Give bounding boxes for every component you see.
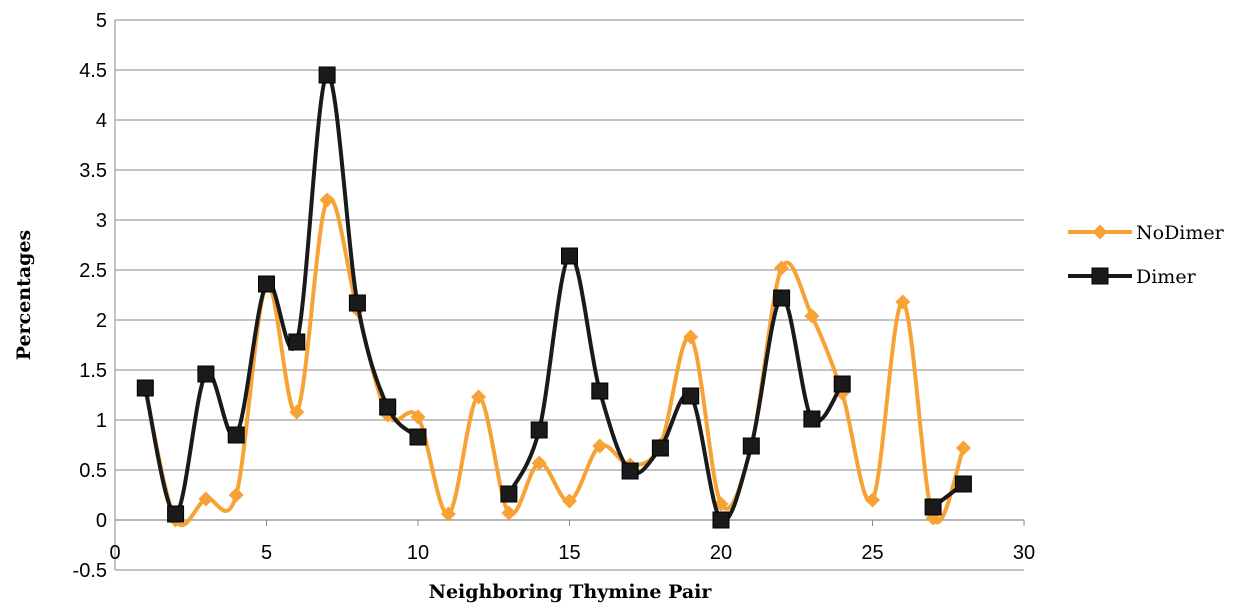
data-point-nodimer [531,455,547,471]
x-tick-label: 25 [861,542,883,564]
data-point-dimer [954,475,972,493]
data-point-dimer [773,289,791,307]
data-point-dimer [258,275,275,293]
data-point-nodimer [228,487,244,503]
data-point-dimer [712,511,730,529]
data-point-nodimer [410,409,426,425]
y-tick-label: 1.5 [79,360,107,382]
data-point-dimer [924,498,942,516]
series-group [136,66,972,529]
data-point-dimer [318,66,336,84]
gridlines [115,19,1024,571]
data-point-nodimer [804,308,820,324]
data-point-nodimer [198,491,214,507]
data-point-dimer [530,421,548,439]
data-point-dimer [621,462,639,480]
legend-item-dimer: Dimer [1068,266,1197,288]
y-axis-title: Percentages [13,230,35,361]
data-point-dimer [379,398,397,416]
series-nodimer [137,192,971,528]
data-point-nodimer [471,389,487,405]
x-tick-label: 30 [1013,542,1035,564]
legend-label-dimer: Dimer [1136,266,1197,288]
data-point-dimer [136,379,154,397]
data-point-dimer [500,485,518,503]
data-point-dimer [742,437,760,455]
data-point-dimer [803,410,821,428]
legend-label-nodimer: NoDimer [1136,222,1225,244]
y-tick-label: 0 [96,510,107,532]
data-point-dimer [288,333,306,351]
x-tick-label: 10 [407,542,429,564]
y-tick-label: -0.5 [73,560,107,582]
data-point-dimer [227,426,245,444]
data-point-nodimer [895,294,911,310]
y-tick-labels: -0.5 0 0.5 1 1.5 2 2.5 3 3.5 4 4.5 5 [73,10,107,582]
y-tick-label: 3.5 [79,160,107,182]
legend-item-nodimer: NoDimer [1068,222,1225,244]
y-tick-label: 5 [96,10,107,32]
data-point-nodimer [289,404,305,420]
legend: NoDimer Dimer [1068,222,1225,288]
y-tick-label: 1 [96,410,107,432]
data-point-dimer [833,375,851,393]
y-tick-label: 2.5 [79,260,107,282]
x-tick-label: 20 [710,542,732,564]
data-point-nodimer [955,440,971,456]
data-point-nodimer [592,438,608,454]
data-point-dimer [651,439,669,457]
x-tick-label: 15 [558,542,580,564]
x-tick-label: 5 [261,542,272,564]
y-tick-label: 2 [96,310,107,332]
data-point-nodimer [501,505,517,521]
axes [114,20,1025,570]
series-dimer [136,66,972,529]
data-point-dimer [682,387,700,405]
x-tick-labels: 0 5 10 15 20 25 30 [109,542,1035,564]
data-point-nodimer [562,493,577,509]
data-point-dimer [591,382,609,400]
y-tick-label: 3 [96,210,107,232]
legend-marker-dimer [1091,267,1109,285]
data-point-nodimer [774,260,790,276]
y-tick-label: 4.5 [79,60,107,82]
data-point-dimer [197,365,215,383]
y-tick-label: 0.5 [79,460,107,482]
legend-marker-nodimer [1092,224,1108,240]
data-point-dimer [167,505,185,523]
series-line-dimer [143,72,420,517]
data-point-dimer [348,294,366,312]
data-point-nodimer [865,492,880,508]
x-tick-label: 0 [109,542,120,564]
data-point-nodimer [440,506,456,522]
data-point-dimer [561,247,578,265]
y-tick-label: 4 [96,110,107,132]
data-point-nodimer [319,192,335,208]
x-axis-title: Neighboring Thymine Pair [429,581,713,603]
series-line-nodimer [143,195,966,528]
data-point-dimer [409,428,427,446]
data-point-nodimer [683,329,699,345]
